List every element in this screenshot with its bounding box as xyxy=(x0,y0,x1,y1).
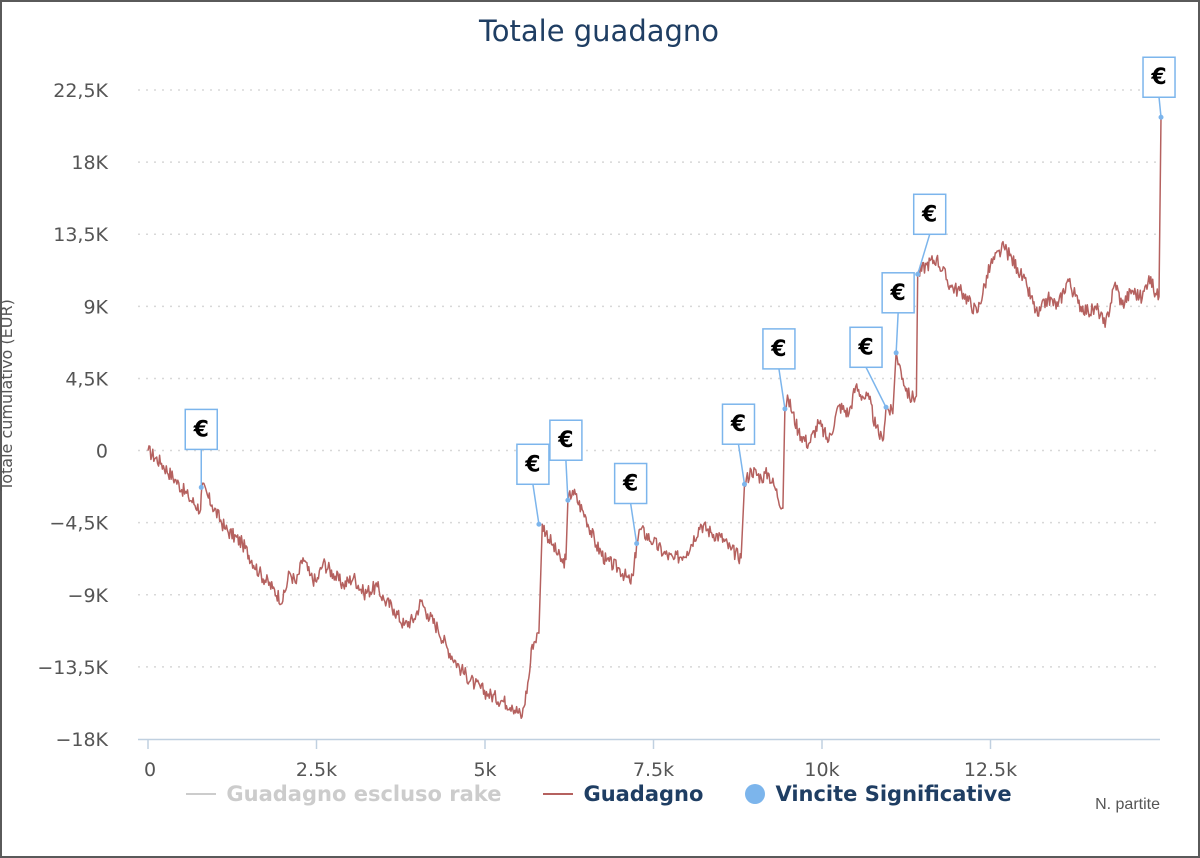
flag-point xyxy=(915,271,921,277)
flag-label: € xyxy=(889,281,905,306)
flag-marker[interactable]: € xyxy=(762,328,796,412)
flag-marker[interactable]: € xyxy=(549,419,583,503)
flag-point xyxy=(782,406,788,412)
y-tick-label: −9K xyxy=(68,585,109,607)
y-tick-label: −4,5K xyxy=(49,513,108,535)
x-axis-label: N. partite xyxy=(1095,796,1160,813)
flag-label: € xyxy=(857,335,873,360)
y-tick-label: 9K xyxy=(83,296,108,318)
flag-marker[interactable]: € xyxy=(912,193,947,277)
flag-marker[interactable]: € xyxy=(1142,56,1176,120)
flag-point xyxy=(1158,114,1164,120)
x-tick-label: 0 xyxy=(144,759,156,781)
flag-point xyxy=(565,497,571,503)
flag-stem xyxy=(532,484,540,525)
flag-label: € xyxy=(557,428,573,453)
flag-box xyxy=(549,419,583,461)
legend-swatch-line xyxy=(186,793,217,795)
flag-point xyxy=(634,540,640,546)
y-tick-label: 0 xyxy=(96,441,108,463)
axes: 22,5K 18K 13,5K 9K 4,5K 0 −4,5K −9K −13,5K −18K 0 2… xyxy=(37,80,1160,781)
flag-point xyxy=(198,484,204,490)
flag-box xyxy=(762,328,796,370)
x-tick-label: 12.5k xyxy=(964,759,1017,781)
flag-point xyxy=(893,350,899,356)
x-tick-label: 5k xyxy=(473,759,496,781)
flag-label: € xyxy=(622,471,638,496)
flag-marker[interactable]: € xyxy=(881,272,915,356)
y-tick-label: −18K xyxy=(55,729,108,751)
flag-stem xyxy=(916,234,931,275)
flag-stem xyxy=(737,444,746,485)
flag-box xyxy=(516,443,550,486)
flag-label: € xyxy=(921,202,937,227)
y-tick-label: −13,5K xyxy=(37,657,108,679)
chart-title: Totale guadagno xyxy=(478,14,720,48)
flag-stem xyxy=(629,503,638,544)
y-tick-label: 4,5K xyxy=(65,368,108,390)
y-tick-label: 18K xyxy=(71,152,108,174)
flag-box xyxy=(849,326,883,369)
flag-box xyxy=(881,272,915,314)
flag-marker[interactable]: € xyxy=(849,326,889,410)
flag-box xyxy=(721,403,756,445)
legend-swatch-line xyxy=(543,793,574,795)
flag-point xyxy=(883,404,889,410)
legend: Guadagno escluso rake Guadagno Vincite S… xyxy=(0,782,1198,806)
flag-label: € xyxy=(524,452,540,477)
legend-label: Guadagno xyxy=(583,782,704,806)
legend-label: Vincite Significative xyxy=(775,782,1012,806)
flag-label: € xyxy=(193,417,209,442)
series-layer xyxy=(147,117,1162,720)
legend-item-guadagno-escluso-rake[interactable]: Guadagno escluso rake xyxy=(186,782,501,806)
x-tick-label: 10k xyxy=(804,759,839,781)
flag-box xyxy=(912,193,947,236)
flag-stem xyxy=(778,368,786,410)
flag-stem xyxy=(895,312,899,353)
flag-stem xyxy=(865,366,887,408)
flag-marker[interactable]: € xyxy=(184,408,218,490)
series-line-guadagno xyxy=(147,117,1162,720)
y-tick-label: 13,5K xyxy=(53,224,108,246)
legend-item-vincite-significative[interactable]: Vincite Significative xyxy=(745,782,1012,806)
flag-box xyxy=(184,408,218,451)
flag-stem xyxy=(565,460,569,501)
legend-item-guadagno[interactable]: Guadagno xyxy=(543,782,703,806)
flag-label: € xyxy=(770,337,786,362)
flag-point xyxy=(536,521,542,527)
flag-layer: € € € € € € € € € € xyxy=(184,56,1176,546)
flag-box xyxy=(1142,56,1176,98)
flag-label: € xyxy=(730,412,746,437)
flag-marker[interactable]: € xyxy=(613,462,648,546)
flag-marker[interactable]: € xyxy=(516,443,550,527)
flag-stem xyxy=(1158,97,1162,118)
flag-point xyxy=(741,481,747,487)
x-tick-label: 2.5k xyxy=(296,759,337,781)
flag-box xyxy=(613,462,648,505)
y-tick-label: 22,5K xyxy=(53,80,108,102)
y-axis-label: Totale cumulativo (EUR) xyxy=(0,299,16,492)
legend-label: Guadagno escluso rake xyxy=(226,782,502,806)
flag-marker[interactable]: € xyxy=(721,403,756,487)
legend-swatch-dot xyxy=(745,784,766,804)
x-tick-label: 7.5k xyxy=(633,759,674,781)
flag-label: € xyxy=(1150,65,1166,90)
